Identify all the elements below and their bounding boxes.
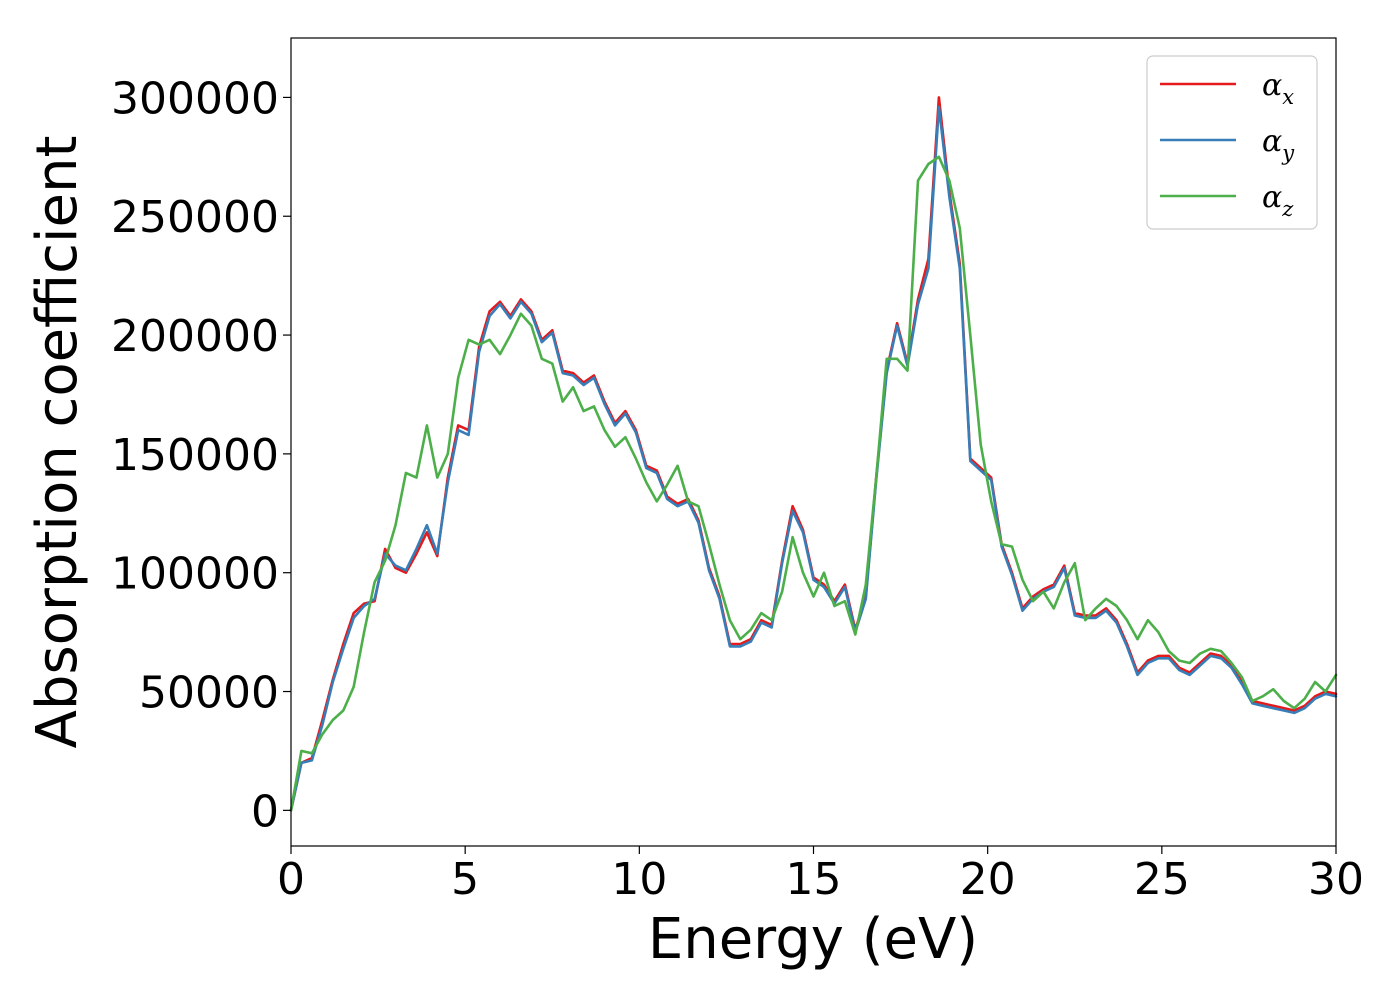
y-tick-label: 200000	[111, 311, 279, 362]
x-axis-ticks: 0 5 10 15 20 25 30	[277, 846, 1364, 905]
legend-box	[1146, 55, 1318, 230]
x-tick-label: 5	[451, 854, 479, 905]
x-tick-label: 15	[786, 854, 842, 905]
y-tick-label: 300000	[111, 73, 279, 124]
legend: αx αy αz	[1146, 55, 1318, 230]
y-tick-label: 50000	[139, 668, 279, 719]
y-tick-label: 250000	[111, 192, 279, 243]
series-line-y	[289, 105, 1338, 812]
y-tick-label: 150000	[111, 430, 279, 481]
y-axis-ticks: 0 50000 100000 150000 200000 250000 300000	[111, 73, 291, 837]
x-tick-label: 10	[611, 854, 667, 905]
legend-label-x: αx	[1262, 68, 1294, 109]
legend-label-y: αy	[1262, 124, 1295, 165]
y-tick-label: 100000	[111, 549, 279, 600]
x-tick-label: 25	[1134, 854, 1190, 905]
legend-label-z: αz	[1262, 180, 1294, 221]
series-layer	[289, 96, 1338, 812]
series-line-z	[289, 155, 1338, 812]
x-tick-label: 20	[960, 854, 1016, 905]
x-tick-label: 0	[277, 854, 305, 905]
y-axis-title: Absorption coefficient	[25, 136, 90, 749]
y-tick-label: 0	[251, 786, 279, 837]
x-tick-label: 30	[1308, 854, 1364, 905]
x-axis-title: Energy (eV)	[648, 907, 978, 972]
